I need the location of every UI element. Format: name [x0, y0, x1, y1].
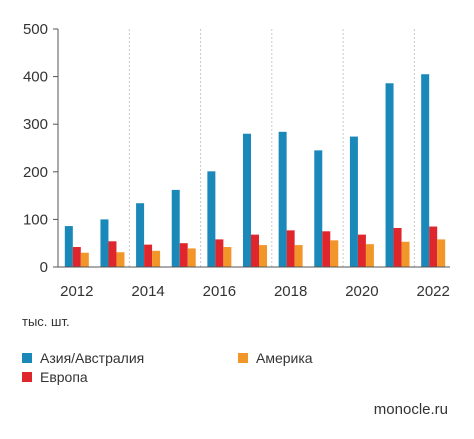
bar-азия-австралия-2016 [207, 171, 216, 267]
x-tick-label: 2012 [60, 283, 93, 300]
legend-swatch-america [238, 353, 248, 363]
bar-европа-2016 [215, 239, 224, 267]
legend-swatch-europe [22, 372, 32, 382]
bar-европа-2019 [322, 231, 331, 267]
bar-америка-2022 [437, 239, 446, 267]
bar-азия-австралия-2019 [314, 150, 323, 267]
x-tick-label: 2016 [203, 283, 236, 300]
bars [64, 74, 446, 267]
bar-европа-2022 [429, 226, 438, 267]
bar-европа-2021 [393, 227, 402, 267]
bar-азия-австралия-2020 [349, 136, 358, 267]
legend-item-europe: Европа [22, 369, 88, 385]
axes: 0 100 200 300 400 500 2012 2014 2016 2018 2020 2022 [23, 21, 450, 300]
bar-европа-2013 [108, 241, 117, 267]
bar-америка-2014 [152, 250, 161, 267]
unit-label: тыс. шт. [22, 314, 70, 329]
bar-америка-2019 [330, 240, 339, 267]
bar-европа-2014 [144, 244, 153, 267]
bar-азия-австралия-2012 [64, 226, 73, 267]
bar-европа-2017 [251, 234, 259, 267]
legend-item-america: Америка [238, 350, 313, 366]
bar-европа-2015 [179, 243, 188, 267]
bar-америка-2021 [401, 241, 410, 267]
y-tick-label: 500 [23, 21, 48, 38]
bar-азия-австралия-2021 [385, 83, 394, 267]
bar-америка-2012 [80, 252, 89, 267]
x-tick-label: 2014 [131, 283, 164, 300]
bar-америка-2015 [187, 248, 196, 267]
grid-lines [57, 29, 415, 267]
x-tick-label: 2018 [274, 283, 307, 300]
bar-азия-австралия-2018 [278, 131, 287, 267]
bar-америка-2017 [259, 245, 267, 267]
bar-америка-2018 [294, 245, 303, 267]
bar-европа-2018 [286, 230, 295, 267]
bar-европа-2012 [72, 247, 81, 267]
bar-азия-австралия-2015 [171, 189, 180, 267]
y-tick-label: 100 [23, 211, 48, 228]
bar-америка-2016 [223, 247, 232, 267]
bar-америка-2020 [365, 244, 374, 267]
source-label: monocle.ru [373, 401, 448, 418]
y-tick-label: 0 [40, 259, 48, 276]
legend-item-asia-australia: Азия/Австралия [22, 350, 144, 366]
x-tick-label: 2020 [345, 283, 378, 300]
bar-азия-австралия-2022 [421, 74, 430, 267]
bar-азия-австралия-2017 [243, 133, 251, 267]
bar-европа-2020 [357, 234, 366, 267]
y-tick-label: 200 [23, 164, 48, 181]
legend-swatch-asia-australia [22, 353, 32, 363]
bar-азия-австралия-2014 [136, 203, 145, 267]
legend-label-europe: Европа [40, 369, 88, 385]
y-tick-label: 300 [23, 116, 48, 133]
legend-label-asia-australia: Азия/Австралия [40, 350, 145, 366]
bar-азия-австралия-2013 [100, 219, 109, 267]
x-tick-label: 2022 [416, 283, 449, 300]
y-tick-label: 400 [23, 69, 48, 86]
bar-америка-2013 [116, 252, 125, 267]
legend-label-america: Америка [256, 350, 313, 366]
